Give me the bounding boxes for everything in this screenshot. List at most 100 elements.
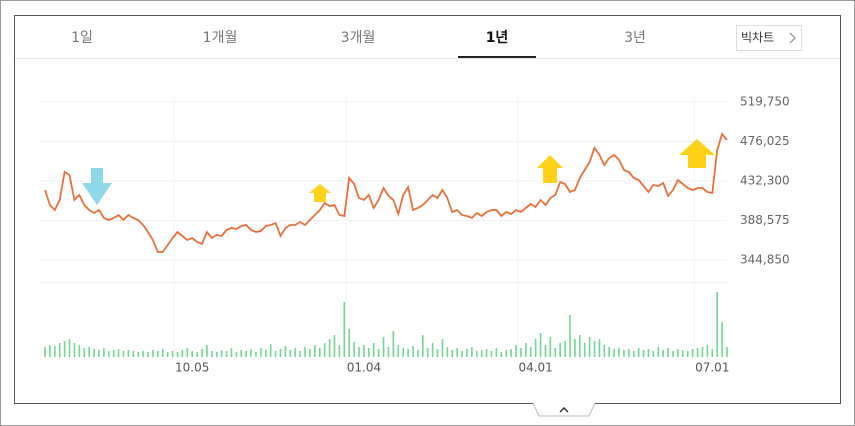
volume-bar (206, 345, 208, 357)
volume-bar (230, 348, 233, 357)
up-arrow-icon (537, 155, 563, 183)
y-tick-label: 388,575 (740, 213, 790, 227)
volume-bar (480, 350, 483, 357)
volume-bar (73, 343, 76, 357)
volume-bar (691, 349, 694, 357)
volume-bar (662, 350, 665, 357)
period-tab[interactable]: 1일 (71, 30, 93, 46)
big-chart-button[interactable] (736, 25, 802, 51)
volume-bar (269, 344, 272, 357)
volume-bar (711, 349, 714, 357)
volume-bar (294, 348, 297, 357)
volume-bar (677, 349, 679, 357)
y-tick-label: 432,300 (740, 174, 790, 188)
chart-area: 344,850 388,575 432,300 476,025 519,750 10.05… (40, 95, 790, 375)
volume-bar (490, 351, 493, 357)
volume-bar (279, 349, 282, 357)
volume-bar (701, 347, 704, 357)
volume-bar (142, 351, 144, 357)
volume-bar (274, 351, 277, 357)
volume-bar (613, 349, 615, 357)
volume-bar (461, 351, 463, 357)
volume-bar (289, 350, 292, 357)
volume-bar (260, 348, 262, 357)
volume-bar (338, 345, 341, 357)
volume-bar (726, 347, 728, 357)
volume-bar (235, 352, 238, 357)
volume-bar (68, 339, 71, 357)
collapse-caret (559, 406, 569, 413)
volume-bar (515, 345, 517, 357)
volume-bar (588, 337, 591, 357)
volume-bar (598, 339, 601, 357)
volume-bar (672, 351, 674, 357)
volume-bar (377, 349, 380, 357)
up-arrow-icon (679, 139, 715, 168)
volume-bar (181, 350, 184, 357)
volume-bar (436, 349, 439, 357)
volume-bar (534, 339, 537, 357)
x-tick-label: 10.05 (175, 361, 209, 375)
volume-bar (225, 351, 228, 357)
volume-bar (446, 347, 449, 357)
volume-bar (117, 349, 120, 357)
volume-bar (107, 351, 110, 357)
volume-bar (201, 349, 203, 357)
volume-bar (147, 352, 149, 357)
volume-bar (471, 347, 473, 357)
volume-bar (171, 351, 174, 357)
volume-bar (451, 350, 454, 357)
volume-bar (682, 350, 684, 357)
volume-bar (456, 348, 458, 357)
volume-bar (421, 335, 424, 357)
period-tab[interactable]: 1개월 (203, 30, 238, 46)
period-tab[interactable]: 3개월 (341, 30, 376, 46)
volume-bar (539, 333, 542, 357)
volume-bar (554, 348, 557, 357)
y-tick-label: 344,850 (740, 253, 790, 267)
volume-bar (245, 351, 247, 357)
volume-bar (716, 292, 718, 357)
volume-bar (569, 315, 571, 357)
volume-bar (358, 347, 360, 357)
volume-bar (176, 352, 179, 357)
volume-bar (323, 343, 326, 357)
volume-bar (706, 345, 709, 357)
volume-bar (211, 351, 213, 357)
price-line (44, 132, 728, 253)
x-tick-label: 04.01 (518, 361, 552, 375)
volume-bar (353, 342, 355, 357)
volume-bar (157, 351, 159, 357)
volume-bar (284, 346, 287, 357)
volume-bar (161, 349, 164, 357)
volume-bar (191, 351, 193, 357)
volume-bar (696, 348, 699, 357)
volume-bar (441, 339, 444, 357)
volume-bar (686, 351, 689, 357)
x-tick-label: 01.04 (347, 361, 381, 375)
volume-bar (382, 337, 385, 357)
volume-bar (412, 346, 414, 357)
volume-bar (186, 348, 189, 357)
volume-bar (368, 348, 370, 357)
volume-bar (44, 347, 46, 357)
volume-bar (98, 350, 100, 357)
volume-bar (309, 349, 311, 357)
period-tab[interactable]: 1년 (486, 30, 509, 46)
volume-bar (103, 348, 105, 357)
active-tab-underline (458, 56, 536, 58)
button-label[interactable]: 빅차트 (741, 31, 774, 45)
volume-bar (652, 351, 655, 357)
volume-bar (255, 352, 257, 357)
period-tab[interactable]: 3년 (624, 30, 646, 46)
collapse-tab[interactable] (532, 402, 596, 417)
volume-bar (137, 352, 140, 357)
volume-bar (304, 347, 306, 357)
volume-bar (112, 350, 115, 357)
up-arrow-icon (309, 184, 331, 202)
volume-bar (510, 349, 512, 357)
volume-bar (58, 343, 61, 357)
volume-bar (647, 349, 650, 357)
volume-bar (54, 346, 56, 357)
